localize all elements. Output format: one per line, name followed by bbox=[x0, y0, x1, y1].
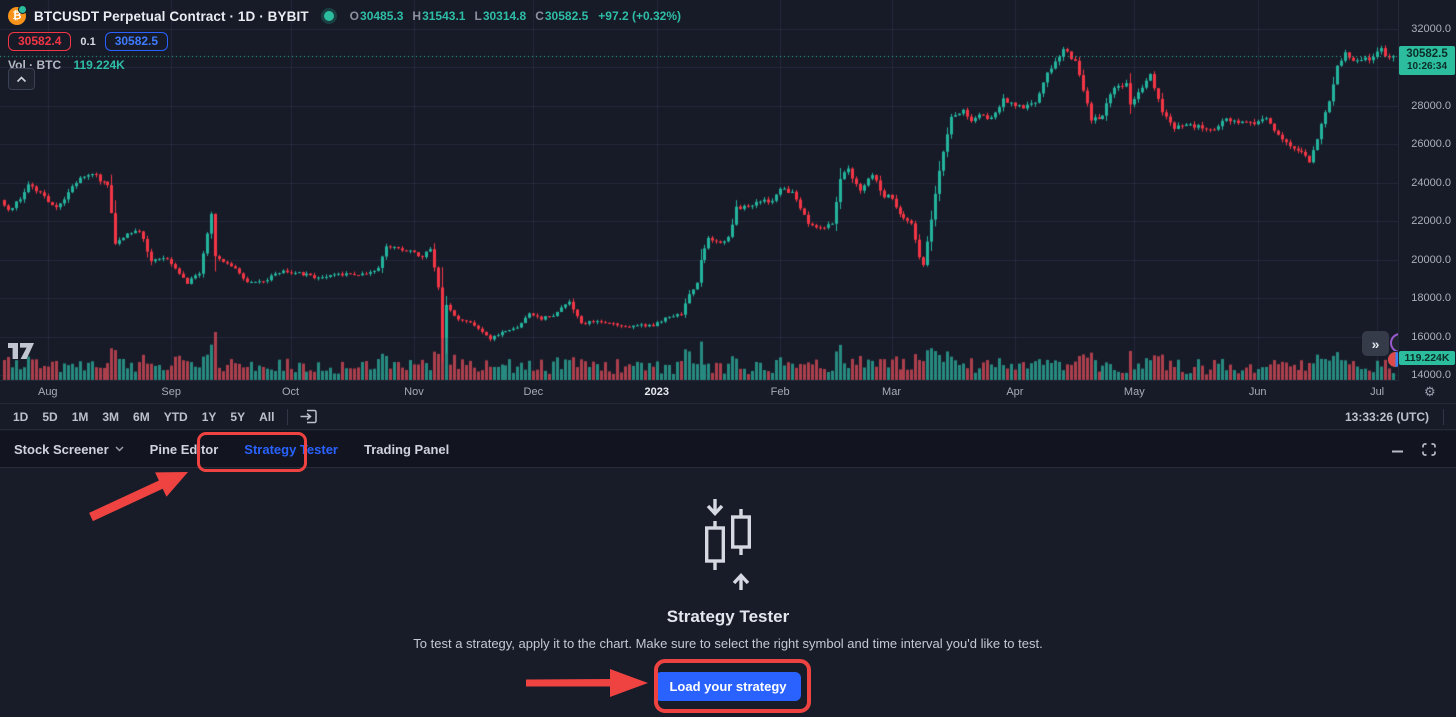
load-strategy-button[interactable]: Load your strategy bbox=[655, 672, 801, 701]
time-axis-label: Feb bbox=[770, 386, 790, 398]
close-key: C bbox=[535, 9, 544, 23]
bitcoin-logo-icon: ₿ bbox=[8, 5, 27, 25]
time-axis-label: Dec bbox=[523, 386, 544, 398]
maximize-panel-button[interactable] bbox=[1422, 442, 1436, 456]
low-key: L bbox=[474, 9, 482, 23]
time-axis-label: Aug bbox=[37, 386, 58, 398]
range-6m-button[interactable]: 6M bbox=[133, 409, 150, 424]
time-axis-label: Oct bbox=[281, 386, 300, 398]
tab-pine-editor[interactable]: Pine Editor bbox=[150, 442, 219, 457]
time-axis-label: Jul bbox=[1370, 386, 1385, 398]
chevron-down-icon bbox=[115, 446, 124, 452]
price-axis-tick: 20000.0 bbox=[1411, 253, 1451, 266]
range-1d-button[interactable]: 1D bbox=[13, 409, 29, 424]
price-axis-tick: 32000.0 bbox=[1411, 23, 1451, 35]
price-axis-tick: 28000.0 bbox=[1411, 99, 1451, 112]
collapse-pane-button[interactable] bbox=[8, 68, 35, 90]
range-3m-button[interactable]: 3M bbox=[102, 409, 120, 424]
minus-icon bbox=[1392, 450, 1403, 452]
buy-ask-button[interactable]: 30582.5 bbox=[104, 32, 169, 51]
calendar-arrow-icon bbox=[300, 409, 318, 424]
candlesticks-arrows-icon bbox=[704, 499, 752, 590]
tab-label: Stock Screener bbox=[14, 441, 109, 457]
time-axis-label: Apr bbox=[1006, 386, 1024, 398]
tab-stock-screener[interactable]: Stock Screener bbox=[14, 442, 124, 457]
time-axis-label: Nov bbox=[404, 386, 424, 398]
change-value: +97.2 (+0.32%) bbox=[598, 9, 681, 23]
low-value: 30314.8 bbox=[482, 9, 527, 23]
panel-description: To test a strategy, apply it to the char… bbox=[413, 636, 1043, 651]
go-to-date-button[interactable] bbox=[294, 407, 323, 426]
spread-value: 0.1 bbox=[80, 35, 96, 48]
price-axis-tick: 14000.0 bbox=[1411, 369, 1451, 381]
price-axis-tick: 26000.0 bbox=[1411, 138, 1451, 151]
time-axis-label: Mar bbox=[882, 386, 902, 398]
close-value: 30582.5 bbox=[544, 9, 589, 23]
bar-countdown: 10:26:34 bbox=[1406, 61, 1448, 72]
time-axis-label: Sep bbox=[161, 386, 181, 398]
toolbar-divider bbox=[287, 408, 289, 425]
open-value: 30485.3 bbox=[360, 9, 404, 23]
minimize-panel-button[interactable] bbox=[1391, 443, 1404, 456]
toolbar-divider bbox=[1443, 408, 1444, 425]
candlestick-chart[interactable] bbox=[0, 0, 1398, 381]
tab-label: Strategy Tester bbox=[244, 441, 338, 457]
current-price-value: 30582.5 bbox=[1406, 48, 1448, 60]
gear-icon[interactable]: ⚙ bbox=[1424, 384, 1436, 399]
range-5d-button[interactable]: 5D bbox=[42, 409, 58, 424]
tab-label: Pine Editor bbox=[149, 441, 219, 457]
price-axis-tick: 22000.0 bbox=[1411, 215, 1451, 228]
tab-label: Trading Panel bbox=[363, 441, 450, 457]
chevron-up-icon bbox=[16, 75, 27, 82]
price-axis-tick: 18000.0 bbox=[1411, 292, 1451, 305]
symbol-title[interactable]: BTCUSDT Perpetual Contract · 1D · BYBIT bbox=[34, 8, 309, 24]
high-key: H bbox=[412, 9, 422, 23]
bottom-toolbar: 1D 5D 1M 3M 6M YTD 1Y 5Y All 13:33:26 (U… bbox=[0, 403, 1456, 430]
time-axis-label: May bbox=[1123, 386, 1145, 398]
volume-indicator-value: 119.224K bbox=[73, 58, 125, 72]
time-axis[interactable]: Aug Sep Oct Nov Dec 2023 Feb Mar Apr May Jun Jul bbox=[0, 380, 1398, 404]
open-key: O bbox=[349, 9, 360, 23]
high-value: 31543.1 bbox=[422, 9, 466, 23]
ohlc-values: O30485.3 H31543.1 L30314.8 C30582.5 +97.… bbox=[350, 9, 681, 23]
session-clock[interactable]: 13:33:26 (UTC) bbox=[1344, 409, 1429, 424]
volume-axis-label: 119.224K bbox=[1399, 351, 1455, 365]
tab-strategy-tester[interactable]: Strategy Tester bbox=[244, 442, 338, 457]
range-1m-button[interactable]: 1M bbox=[71, 409, 89, 424]
price-axis-tick: 16000.0 bbox=[1411, 330, 1451, 343]
chart-legend: ₿ BTCUSDT Perpetual Contract · 1D · BYBI… bbox=[8, 5, 681, 72]
strategy-tester-panel: Strategy Tester To test a strategy, appl… bbox=[0, 468, 1456, 717]
range-ytd-button[interactable]: YTD bbox=[163, 409, 188, 424]
time-axis-label: 2023 bbox=[644, 386, 669, 398]
price-axis-tick: 24000.0 bbox=[1411, 176, 1451, 189]
market-status-icon[interactable] bbox=[323, 11, 334, 21]
current-price-label: 30582.5 10:26:34 bbox=[1399, 46, 1455, 75]
panel-title: Strategy Tester bbox=[666, 607, 790, 626]
scroll-to-recent-button[interactable]: » bbox=[1362, 331, 1389, 356]
bottom-panel-tabbar: Stock Screener Pine Editor Strategy Test… bbox=[0, 431, 1456, 468]
tradingview-logo-icon bbox=[8, 343, 34, 359]
range-all-button[interactable]: All bbox=[259, 409, 275, 424]
range-5y-button[interactable]: 5Y bbox=[230, 409, 246, 424]
corner-brackets-icon bbox=[1422, 442, 1436, 456]
sell-bid-button[interactable]: 30582.4 bbox=[8, 32, 72, 51]
range-1y-button[interactable]: 1Y bbox=[201, 409, 217, 424]
tab-trading-panel[interactable]: Trading Panel bbox=[364, 442, 449, 457]
time-axis-label: Jun bbox=[1248, 386, 1267, 398]
